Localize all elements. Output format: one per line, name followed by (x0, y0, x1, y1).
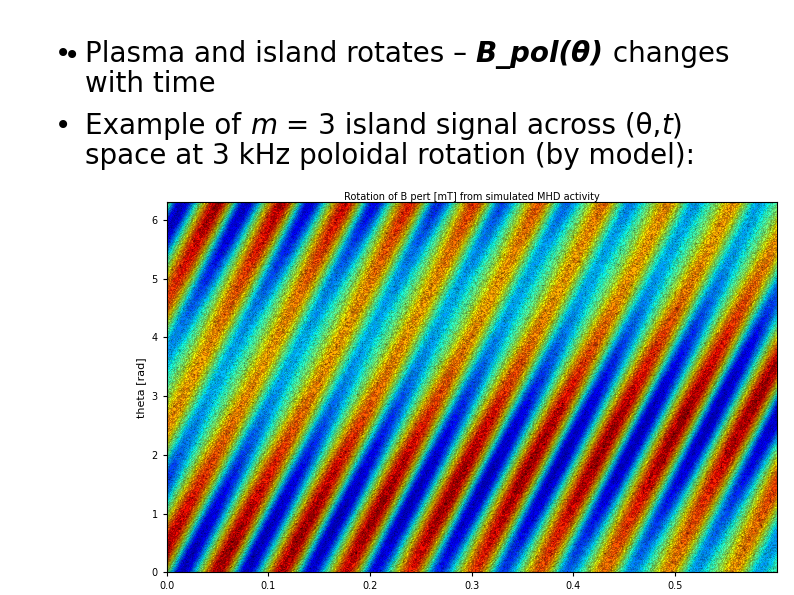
Text: Example of: Example of (85, 112, 250, 140)
Text: space at 3 kHz poloidal rotation (by model):: space at 3 kHz poloidal rotation (by mod… (85, 142, 695, 170)
Text: •: • (64, 42, 79, 70)
Title: Rotation of B pert [mT] from simulated MHD activity: Rotation of B pert [mT] from simulated M… (344, 192, 599, 202)
Text: = 3 island signal across (θ,: = 3 island signal across (θ, (277, 112, 661, 140)
Text: changes: changes (603, 40, 729, 68)
Text: B_pol(θ): B_pol(θ) (476, 40, 603, 69)
Text: •: • (55, 40, 71, 68)
Text: t: t (661, 112, 673, 140)
Y-axis label: theta [rad]: theta [rad] (136, 357, 146, 418)
Text: m: m (250, 112, 277, 140)
Text: Plasma and island rotates –: Plasma and island rotates – (85, 40, 476, 68)
Text: with time: with time (85, 70, 216, 98)
Text: •: • (55, 112, 71, 140)
Text: ): ) (673, 112, 683, 140)
